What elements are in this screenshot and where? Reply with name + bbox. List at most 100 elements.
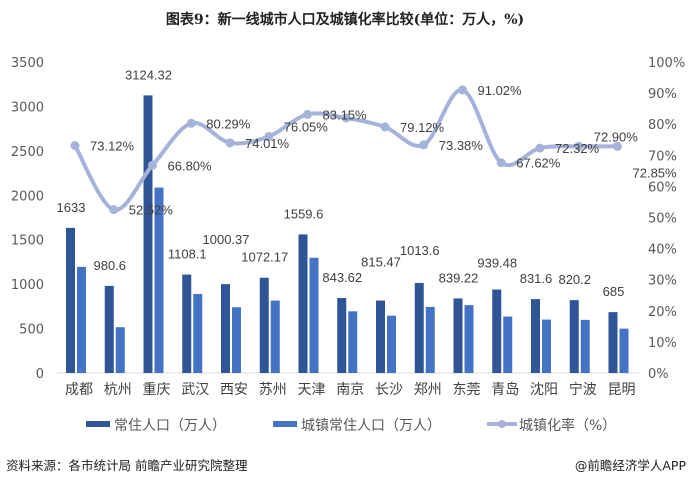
category-label: 青岛: [491, 382, 519, 398]
left-axis-tick: 3500: [11, 56, 44, 71]
rate-point: [109, 205, 119, 215]
rate-point: [613, 141, 622, 151]
rate-point: [303, 109, 312, 119]
bar-population: [608, 312, 618, 373]
left-axis-tick: 2500: [11, 145, 44, 160]
rate-point: [225, 138, 235, 148]
bar-population: [492, 289, 502, 373]
category-labels: 成都 杭州 重庆 武汉 西安 苏州 天津 南京 长沙 郑州 东莞 青岛 沈阳 宁波 昆明: [65, 381, 636, 398]
rate-point: [186, 118, 196, 128]
right-axis-tick: 10%: [648, 336, 677, 351]
bar-population: [414, 282, 424, 373]
population-data-label: 1633: [57, 200, 86, 215]
population-data-label: 839.22: [439, 270, 479, 285]
rate-point: [148, 160, 157, 170]
left-axis-tick: 500: [19, 323, 44, 338]
left-axis-tick: 3000: [11, 100, 44, 115]
rate-data-label: 91.02%: [478, 83, 523, 98]
population-data-label: 1000.37: [203, 232, 250, 247]
rate-data-label: 72.32%: [555, 141, 600, 156]
right-axis-ticks: 0% 10% 20% 30% 40% 50% 60% 70% 80% 90% 100%: [648, 56, 685, 382]
legend-swatch-population: [86, 421, 110, 427]
bar-urban-population: [425, 306, 435, 373]
rate-data-label: 76.05%: [284, 119, 329, 134]
rate-point: [341, 113, 351, 123]
bar-urban-population: [619, 328, 629, 373]
category-label: 沈阳: [530, 382, 558, 398]
bar-urban-population: [503, 316, 513, 373]
rate-point: [70, 141, 80, 151]
left-axis-tick: 1000: [11, 278, 44, 293]
rate-point: [574, 141, 584, 151]
rate-data-label: 72.90%: [594, 129, 639, 144]
population-data-label: 843.62: [322, 270, 362, 285]
category-label: 昆明: [608, 382, 636, 398]
left-axis-tick: 1500: [11, 234, 44, 249]
right-axis-tick: 70%: [648, 149, 677, 164]
right-axis-tick: 100%: [648, 56, 685, 71]
category-label: 西安: [220, 382, 248, 398]
category-label: 南京: [336, 382, 364, 398]
bar-population: [569, 300, 579, 373]
bar-population: [259, 277, 269, 373]
bars: [66, 95, 629, 374]
rate-point: [458, 85, 467, 95]
rate-data-label: 73.12%: [90, 139, 135, 154]
population-data-label: 939.48: [477, 256, 517, 271]
rate-data-label: 72.85%: [633, 165, 678, 180]
population-data-label: 1559.6: [284, 206, 324, 221]
bar-urban-population: [387, 315, 396, 373]
right-axis-tick: 40%: [648, 243, 677, 258]
rate-point: [380, 122, 390, 132]
rate-point: [419, 140, 429, 150]
population-data-label: 685: [603, 284, 625, 299]
rate-data-label: 79.12%: [400, 120, 445, 135]
bar-urban-population: [348, 311, 358, 373]
rate-point: [496, 158, 506, 168]
bar-population: [337, 298, 347, 373]
bar-population: [104, 285, 114, 373]
rate-data-label: 74.01%: [245, 136, 290, 151]
bar-population: [376, 300, 385, 373]
rate-data-label: 66.80%: [168, 158, 213, 173]
category-label: 宁波: [569, 381, 597, 398]
legend-marker-rate: [498, 420, 506, 428]
legend-label-population: 常住人口（万人）: [114, 418, 226, 434]
category-label: 杭州: [104, 382, 132, 398]
bar-population: [298, 234, 308, 373]
source-note: 资料来源：各市统计局 前瞻产业研究院整理: [6, 458, 248, 473]
left-axis-tick: 2000: [11, 189, 44, 204]
population-data-label: 820.2: [558, 272, 591, 287]
population-data-label: 831.6: [520, 271, 553, 286]
left-axis-tick: 0: [36, 367, 44, 382]
bar-urban-population: [232, 307, 241, 373]
bar-urban-population: [542, 319, 551, 373]
bar-urban-population: [580, 319, 590, 373]
right-axis-tick: 80%: [648, 118, 677, 133]
population-data-label: 980.6: [93, 258, 126, 273]
rate-data-label: 52.52%: [129, 203, 174, 218]
rate-point: [535, 143, 545, 153]
legend: 常住人口（万人） 城镇常住人口（万人） 城镇化率（%）: [86, 417, 616, 434]
category-label: 成都: [65, 382, 93, 398]
right-axis-tick: 50%: [648, 212, 677, 227]
bar-urban-population: [193, 293, 203, 373]
rate-data-label: 83.15%: [323, 107, 368, 122]
legend-label-rate: 城镇化率（%）: [519, 417, 616, 434]
bar-population: [531, 299, 540, 373]
bar-urban-population: [270, 300, 280, 373]
bar-urban-population: [115, 327, 125, 373]
bar-urban-population: [77, 266, 86, 373]
bar-population: [221, 284, 230, 373]
category-label: 苏州: [259, 382, 287, 398]
population-data-label: 1072.17: [241, 250, 288, 265]
bar-population: [143, 95, 153, 374]
bar-urban-population: [154, 187, 164, 373]
population-data-label: 1013.6: [400, 243, 440, 258]
category-label: 郑州: [414, 382, 442, 398]
rate-point: [264, 131, 274, 141]
rate-data-label: 80.29%: [206, 116, 251, 131]
left-axis-ticks: 0 500 1000 1500 2000 2500 3000 3500: [11, 56, 44, 382]
